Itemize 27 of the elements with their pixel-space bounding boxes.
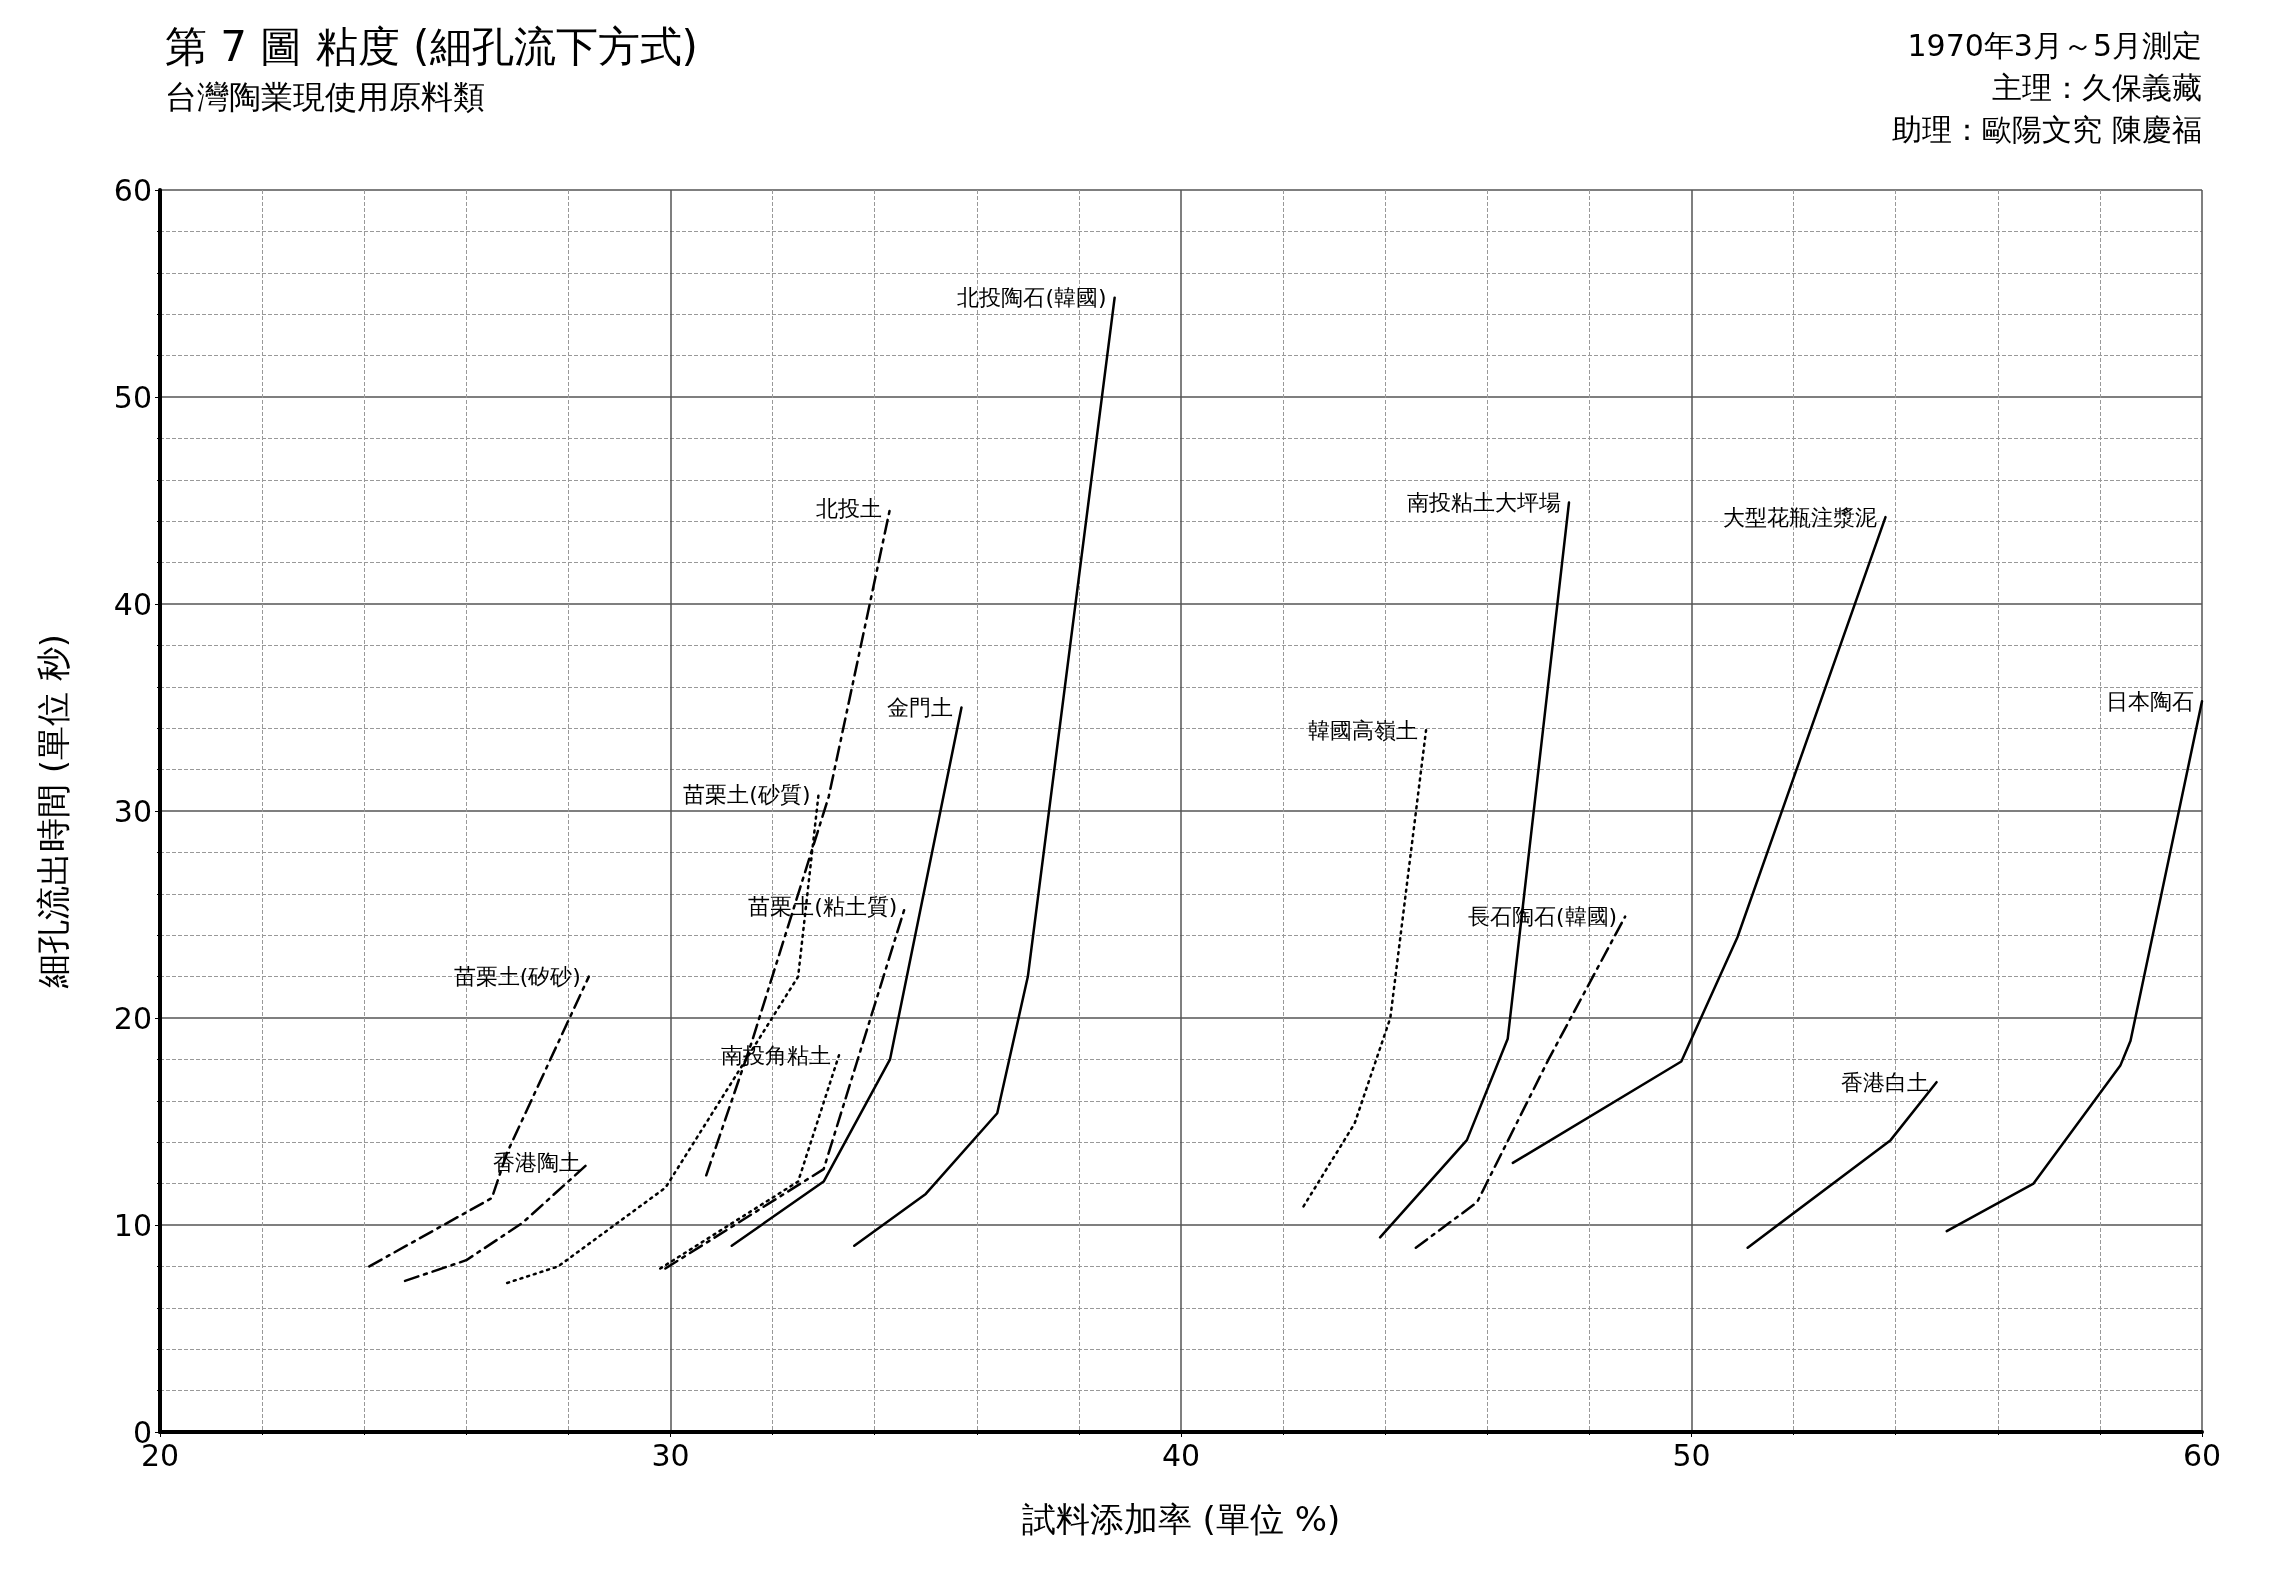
y-tick-label: 30	[113, 793, 152, 829]
series-label: 大型花瓶注漿泥	[1723, 504, 1878, 530]
y-tick-label: 40	[113, 586, 152, 622]
series-label: 南投粘土大坪場	[1406, 490, 1561, 516]
text: 助理：歐陽文究 陳慶福	[1892, 111, 2203, 147]
x-tick-label: 50	[1672, 1437, 1711, 1473]
series-label: 苗栗土(矽砂)	[453, 964, 581, 990]
y-axis-title: 細孔流出時間 (單位 秒)	[33, 633, 73, 990]
text: 主理：久保義藏	[1992, 69, 2202, 105]
y-tick-label: 20	[113, 1000, 152, 1036]
series-label: 北投陶石(韓國)	[957, 285, 1107, 311]
text: 1970年3月～5月測定	[1907, 27, 2203, 63]
x-tick-label: 30	[651, 1437, 690, 1473]
series-label: 韓國高嶺土	[1308, 717, 1419, 743]
y-tick-label: 10	[113, 1207, 152, 1243]
series-label: 苗栗土(砂質)	[683, 781, 811, 807]
series-label: 北投土	[816, 496, 883, 522]
chart-subtitle: 台灣陶業現使用原料類	[165, 78, 485, 116]
series-label: 金門土	[887, 695, 954, 720]
chart-title: 第 7 圖 粘度 (細孔流下方式)	[165, 21, 698, 71]
series-label: 香港白土	[1840, 1069, 1929, 1095]
x-tick-label: 40	[1161, 1437, 1201, 1473]
y-tick-label: 60	[113, 172, 152, 208]
y-tick-label: 50	[113, 379, 152, 415]
x-axis-title: 試料添加率 (單位 %)	[1021, 1499, 1341, 1539]
x-tick-label: 60	[2182, 1437, 2222, 1473]
series-label: 日本陶石	[2106, 688, 2194, 714]
